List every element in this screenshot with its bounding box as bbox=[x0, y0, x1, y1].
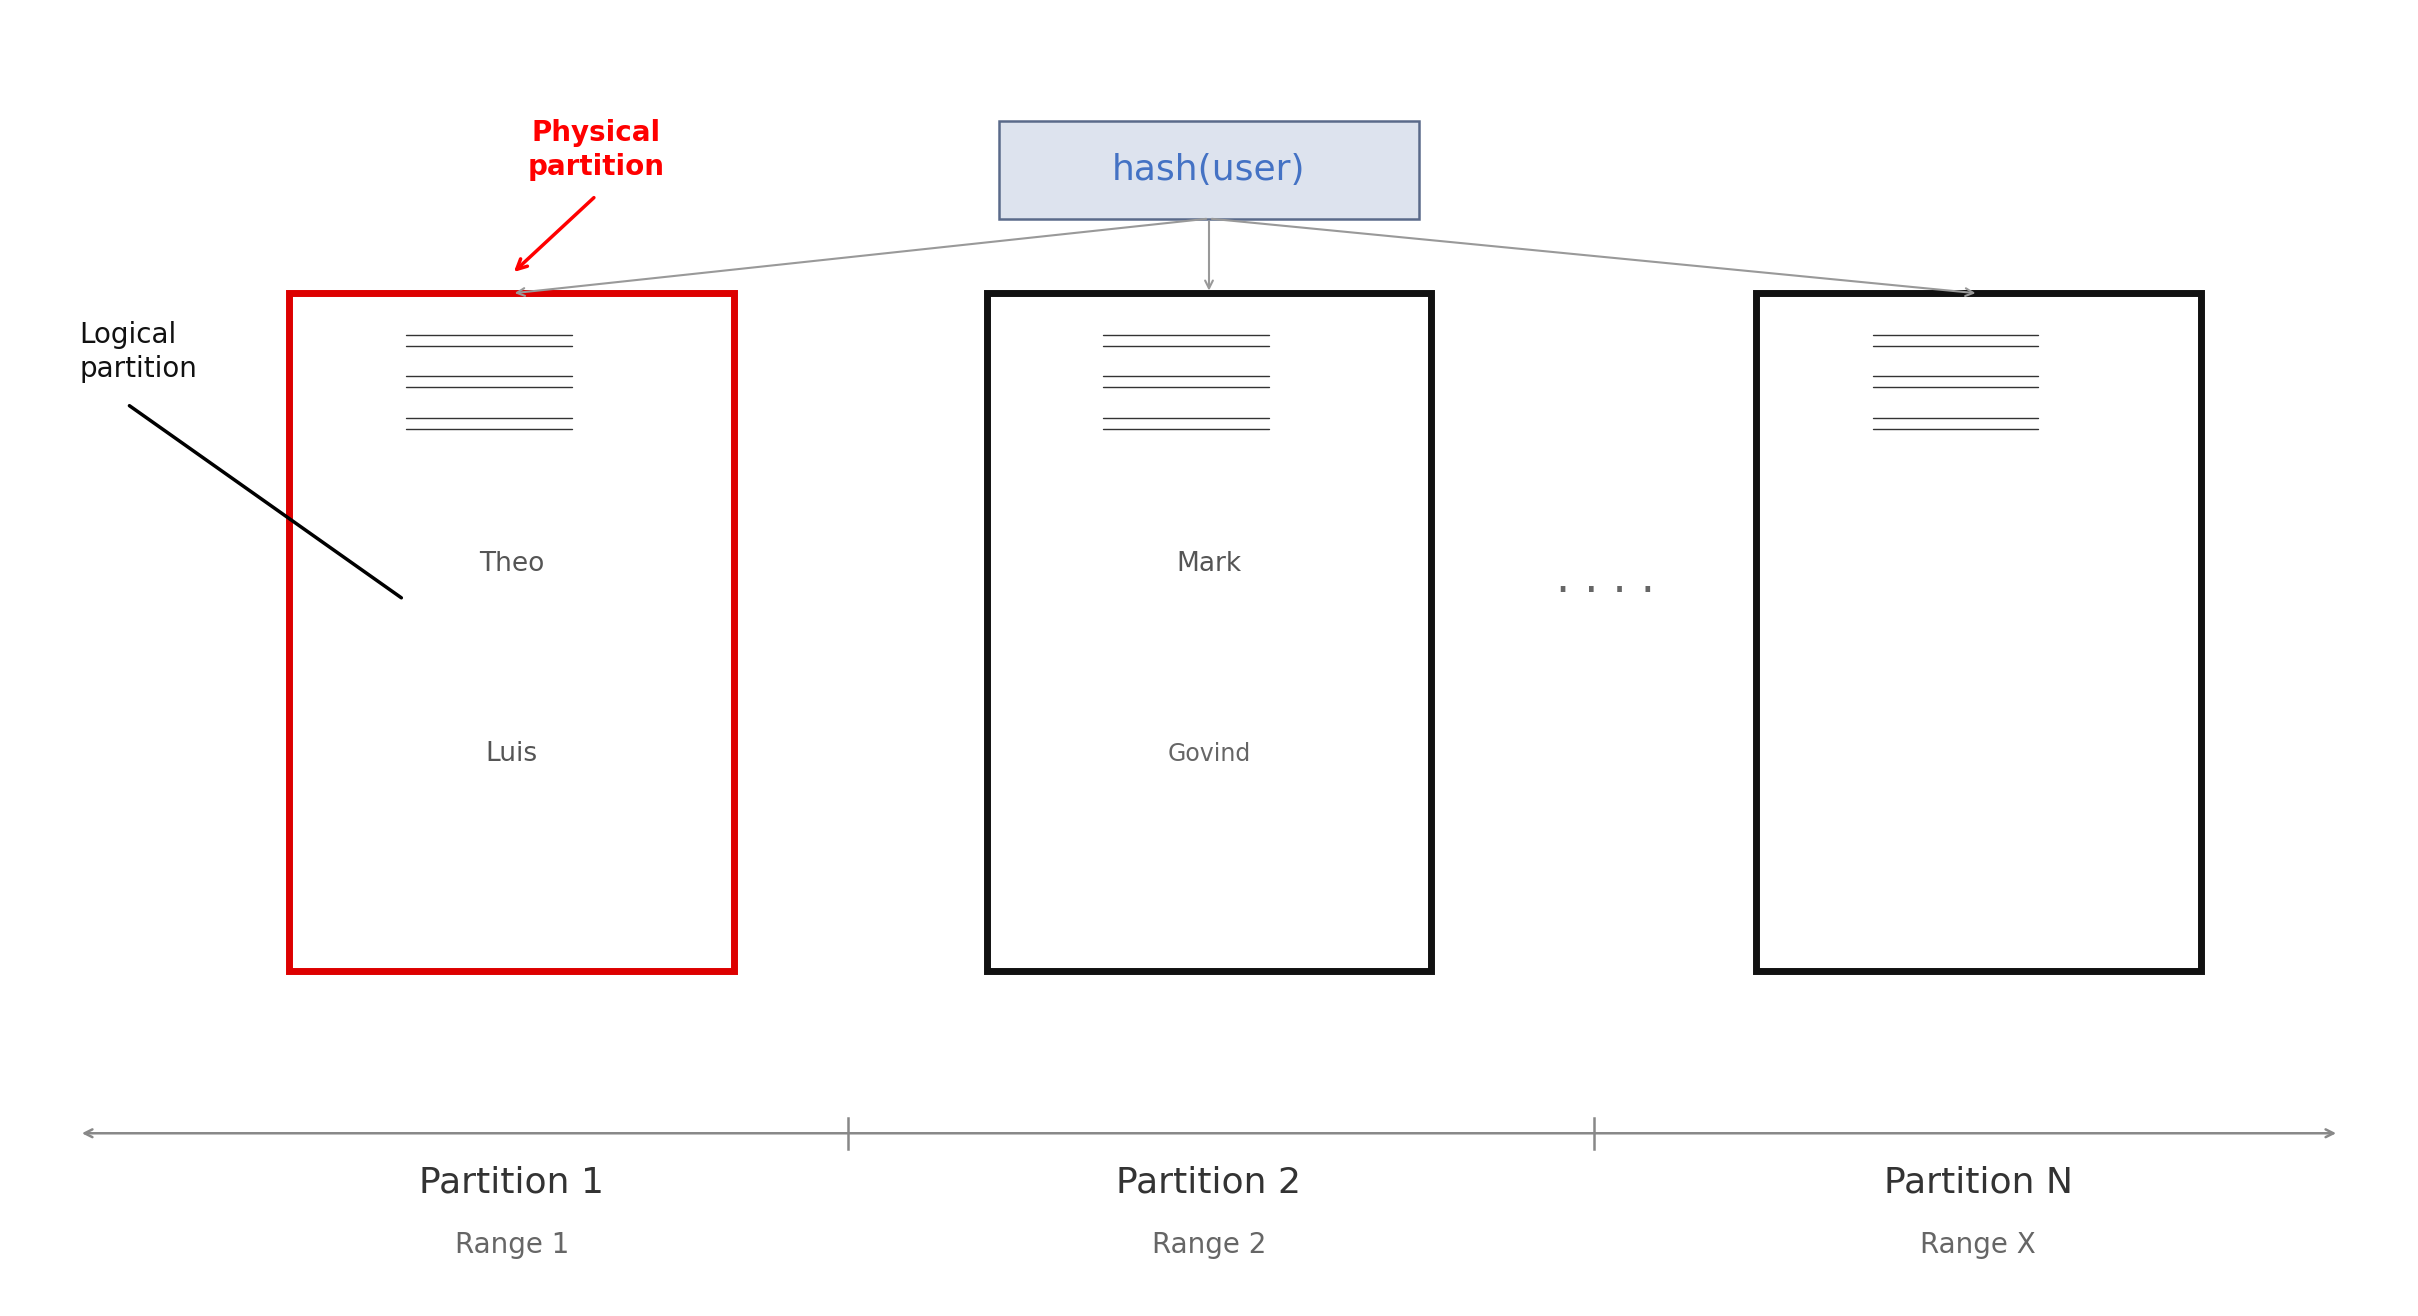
Bar bbox=[360, 504, 696, 611]
Bar bbox=[1828, 580, 2128, 670]
Bar bbox=[1088, 407, 1330, 443]
Bar bbox=[377, 497, 713, 604]
Bar bbox=[1074, 497, 1412, 604]
Bar bbox=[987, 293, 1431, 970]
Text: Theo: Theo bbox=[479, 551, 544, 578]
Text: hash(user): hash(user) bbox=[1112, 153, 1306, 187]
Text: Range 1: Range 1 bbox=[455, 1230, 568, 1259]
Text: Range 2: Range 2 bbox=[1151, 1230, 1267, 1259]
Bar bbox=[392, 407, 631, 443]
Text: Luis: Luis bbox=[486, 741, 537, 767]
Text: Logical
partition: Logical partition bbox=[80, 321, 196, 383]
Text: Partition 1: Partition 1 bbox=[418, 1166, 604, 1200]
Bar bbox=[392, 325, 631, 361]
Text: Partition N: Partition N bbox=[1884, 1166, 2072, 1200]
Bar bbox=[290, 293, 735, 970]
Bar bbox=[343, 707, 679, 800]
Bar bbox=[1057, 504, 1395, 611]
Bar bbox=[1088, 366, 1330, 401]
Bar bbox=[1054, 709, 1364, 797]
Bar bbox=[1088, 325, 1330, 361]
Text: Range X: Range X bbox=[1920, 1230, 2036, 1259]
Bar bbox=[1069, 704, 1378, 794]
Text: Partition 2: Partition 2 bbox=[1117, 1166, 1301, 1200]
Bar bbox=[1857, 325, 2099, 361]
Text: Physical
partition: Physical partition bbox=[527, 118, 665, 182]
Text: Govind: Govind bbox=[1168, 742, 1250, 766]
Text: · · · ·: · · · · bbox=[1557, 571, 1654, 615]
Bar bbox=[1040, 511, 1378, 617]
Bar bbox=[1828, 709, 2128, 797]
Bar bbox=[343, 511, 679, 617]
Text: Mark: Mark bbox=[1178, 551, 1240, 578]
Bar bbox=[999, 121, 1419, 218]
Bar bbox=[1857, 407, 2099, 443]
Bar bbox=[1755, 293, 2200, 970]
Bar bbox=[1828, 459, 2128, 547]
Bar bbox=[1857, 366, 2099, 401]
Bar bbox=[392, 366, 631, 401]
